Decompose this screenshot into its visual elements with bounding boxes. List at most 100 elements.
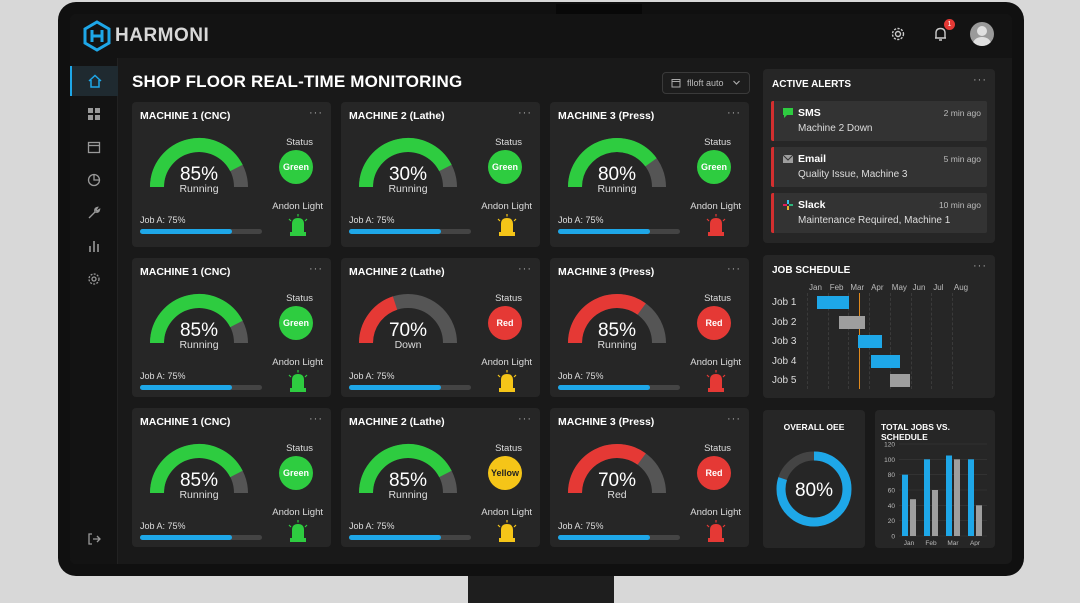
chart-title: TOTAL JOBS VS. SCHEDULE bbox=[881, 422, 950, 442]
gauge-percent: 85% bbox=[179, 470, 219, 491]
machine-card[interactable]: MACHINE 3 (Press) ··· 85% Running Status… bbox=[550, 258, 749, 397]
chart-bar bbox=[902, 474, 908, 536]
gauge-arc bbox=[568, 294, 666, 344]
andon-light-icon bbox=[706, 370, 726, 392]
machine-card[interactable]: MACHINE 1 (CNC) ··· 85% Running Status G… bbox=[132, 408, 331, 547]
active-alerts-panel: ACTIVE ALERTS ··· SMS Machine 2 Down 2 m… bbox=[763, 69, 995, 243]
settings-icon[interactable] bbox=[70, 264, 118, 294]
status-label: Status bbox=[286, 137, 313, 148]
monitor-stand bbox=[468, 572, 614, 603]
machine-name: MACHINE 2 (Lathe) bbox=[349, 266, 445, 278]
job-progress-bar bbox=[349, 229, 471, 234]
alert-item[interactable]: SMS Machine 2 Down 2 min ago bbox=[771, 101, 987, 141]
oee-title: OVERALL OEE bbox=[783, 422, 845, 432]
x-tick-label: Mar bbox=[947, 540, 959, 546]
job-progress-bar bbox=[558, 385, 680, 390]
calendar-icon[interactable] bbox=[70, 132, 118, 162]
alert-time: 5 min ago bbox=[943, 154, 981, 164]
job-bar[interactable] bbox=[839, 315, 865, 329]
month-label: Apr bbox=[871, 283, 884, 292]
card-menu-icon[interactable]: ··· bbox=[518, 263, 532, 275]
y-tick-label: 100 bbox=[884, 457, 895, 464]
job-bar[interactable] bbox=[817, 296, 850, 309]
chevron-down-icon bbox=[733, 80, 740, 85]
machine-card[interactable]: MACHINE 1 (CNC) ··· 85% Running Status G… bbox=[132, 258, 331, 397]
pie-chart-icon[interactable] bbox=[70, 165, 118, 195]
schedule-title: JOB SCHEDULE bbox=[772, 265, 851, 276]
wrench-icon[interactable] bbox=[70, 198, 118, 228]
job-progress-fill bbox=[140, 535, 232, 540]
gauge-percent: 70% bbox=[597, 470, 637, 491]
settings-gear-icon[interactable] bbox=[886, 22, 910, 46]
status-indicator: Green bbox=[279, 150, 313, 184]
alert-item[interactable]: Slack Maintenance Required, Machine 1 10… bbox=[771, 193, 987, 233]
notification-bell-icon[interactable]: 1 bbox=[928, 19, 955, 46]
total-jobs-chart: 0 20 40 60 80 100 120 Jan Feb Mar Apr bbox=[884, 442, 987, 546]
x-tick-label: Jan bbox=[904, 540, 915, 546]
job-progress-fill bbox=[140, 385, 232, 390]
andon-label: Andon Light bbox=[272, 357, 323, 368]
filter-value: flloft auto bbox=[687, 78, 724, 88]
card-menu-icon[interactable]: ··· bbox=[309, 107, 323, 119]
status-label: Status bbox=[495, 137, 522, 148]
job-progress-label: Job A: 75% bbox=[558, 215, 604, 225]
gauge-percent: 85% bbox=[179, 320, 219, 341]
home-icon[interactable] bbox=[70, 66, 118, 96]
status-indicator: Red bbox=[697, 456, 731, 490]
card-menu-icon[interactable]: ··· bbox=[309, 263, 323, 275]
card-menu-icon[interactable]: ··· bbox=[518, 413, 532, 425]
gauge-arc bbox=[359, 444, 457, 494]
utilization-gauge: 80% Running bbox=[560, 130, 674, 196]
utilization-gauge: 85% Running bbox=[351, 436, 465, 502]
machine-card[interactable]: MACHINE 3 (Press) ··· 70% Red Status Red… bbox=[550, 408, 749, 547]
machine-name: MACHINE 1 (CNC) bbox=[140, 416, 231, 428]
alerts-menu-icon[interactable]: ··· bbox=[973, 74, 987, 86]
machine-card[interactable]: MACHINE 2 (Lathe) ··· 70% Down Status Re… bbox=[341, 258, 540, 397]
user-avatar[interactable] bbox=[970, 22, 994, 46]
chart-bar bbox=[932, 490, 938, 536]
machine-state: Running bbox=[179, 489, 219, 501]
job-progress-label: Job A: 75% bbox=[140, 521, 186, 531]
dashboard-icon[interactable] bbox=[70, 99, 118, 129]
bar-chart-icon[interactable] bbox=[70, 231, 118, 261]
gauge-arc bbox=[150, 138, 248, 188]
logout-icon[interactable] bbox=[70, 524, 118, 554]
andon-light-icon bbox=[288, 370, 308, 392]
machine-card[interactable]: MACHINE 2 (Lathe) ··· 30% Running Status… bbox=[341, 102, 540, 247]
card-menu-icon[interactable]: ··· bbox=[309, 413, 323, 425]
overall-oee-panel: OVERALL OEE 80% bbox=[763, 410, 865, 548]
y-tick-label: 80 bbox=[888, 472, 896, 479]
card-menu-icon[interactable]: ··· bbox=[727, 107, 741, 119]
status-label: Status bbox=[704, 293, 731, 304]
status-indicator: Green bbox=[697, 150, 731, 184]
card-menu-icon[interactable]: ··· bbox=[518, 107, 532, 119]
schedule-menu-icon[interactable]: ··· bbox=[973, 260, 987, 272]
job-progress-fill bbox=[558, 229, 650, 234]
andon-light-icon bbox=[497, 370, 517, 392]
card-menu-icon[interactable]: ··· bbox=[727, 413, 741, 425]
app-logo[interactable]: HARMONI bbox=[82, 20, 209, 52]
job-progress-fill bbox=[558, 385, 650, 390]
job-schedule-panel: JOB SCHEDULE ··· Jan Feb Mar Apr May Jun Jul Au… bbox=[763, 255, 995, 398]
status-indicator: Red bbox=[488, 306, 522, 340]
machine-card[interactable]: MACHINE 1 (CNC) ··· 85% Running Status G… bbox=[132, 102, 331, 247]
machine-card[interactable]: MACHINE 3 (Press) ··· 80% Running Status… bbox=[550, 102, 749, 247]
alert-message: Quality Issue, Machine 3 bbox=[798, 169, 908, 180]
card-menu-icon[interactable]: ··· bbox=[727, 263, 741, 275]
status-label: Status bbox=[286, 293, 313, 304]
machine-name: MACHINE 3 (Press) bbox=[558, 416, 655, 428]
machine-card[interactable]: MACHINE 2 (Lathe) ··· 85% Running Status… bbox=[341, 408, 540, 547]
alert-channel: Email bbox=[798, 153, 827, 165]
andon-light-icon bbox=[706, 214, 726, 236]
job-bar[interactable] bbox=[857, 335, 882, 348]
oee-fill bbox=[776, 451, 852, 527]
status-indicator: Green bbox=[488, 150, 522, 184]
job-bar[interactable] bbox=[889, 374, 911, 387]
filter-dropdown[interactable]: flloft auto bbox=[662, 72, 750, 94]
alert-item[interactable]: Email Quality Issue, Machine 3 5 min ago bbox=[771, 147, 987, 187]
utilization-gauge: 30% Running bbox=[351, 130, 465, 196]
job-progress-label: Job A: 75% bbox=[140, 371, 186, 381]
job-bar[interactable] bbox=[871, 354, 901, 368]
status-label: Status bbox=[495, 293, 522, 304]
machine-state: Running bbox=[597, 339, 637, 351]
